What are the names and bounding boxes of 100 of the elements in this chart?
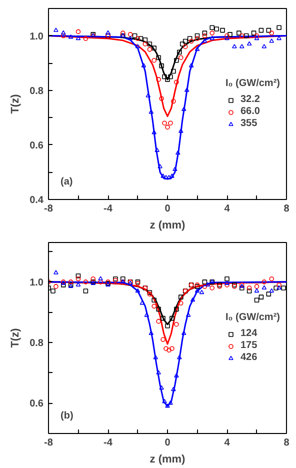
point [276,282,282,288]
point [174,306,179,312]
point [254,284,260,289]
x-tick-label: -8 [44,438,54,448]
point [98,280,103,284]
y-axis-title: T(z) [10,94,22,114]
point [152,304,157,309]
point [210,25,215,30]
point [60,282,66,288]
point [152,130,157,134]
legend-label: 426 [240,352,258,364]
point [202,33,208,38]
point [262,44,267,48]
point [174,373,179,378]
point [68,34,74,39]
point [156,318,161,324]
y-tick-label: 0.6 [30,140,44,152]
y-tick-label: 0.6 [30,398,44,410]
point [186,312,191,317]
point [177,354,182,360]
legend-label: 124 [240,328,258,340]
point [54,284,58,289]
point [170,316,174,321]
point [159,385,164,390]
point [165,124,170,130]
point [251,30,256,36]
point [246,286,252,290]
point [228,32,232,37]
point [159,63,164,68]
point [180,42,185,46]
point [152,58,157,63]
point [152,298,157,303]
point [178,300,184,306]
point [246,41,252,46]
point [168,120,173,126]
point [188,38,194,44]
point [68,280,74,284]
point [76,282,81,286]
point [128,32,133,37]
y-tick-label: 1.0 [30,277,44,288]
point [156,55,161,60]
point [269,288,274,293]
x-axis-title: z (mm) [150,454,186,466]
point [159,96,164,101]
x-tick-label: 8 [284,204,290,214]
point [236,30,242,36]
point [172,166,178,172]
y-axis-title: T(z) [10,328,22,348]
point [144,312,150,317]
point [106,30,110,35]
x-tick-label: 4 [224,204,230,214]
x-tick-label: -4 [104,438,113,448]
point [135,36,140,41]
y-tick-label: 0.4 [30,195,44,206]
point [54,270,58,274]
point [244,33,249,38]
point [166,348,172,353]
point [281,286,286,290]
point [178,55,184,60]
point [156,306,161,312]
point [224,33,230,38]
point [182,38,188,44]
point [132,33,138,38]
point [178,128,184,133]
point [220,28,225,33]
point [146,93,151,98]
point [274,286,278,290]
point [276,285,282,290]
point [205,282,210,286]
point [258,294,264,300]
point [202,30,208,36]
point [154,148,160,152]
x-axis-title: z (mm) [150,220,186,232]
point [176,150,180,155]
x-tick-label: 8 [284,438,290,448]
point [135,44,140,48]
annotation: (a) [60,176,73,188]
point [160,337,166,342]
point [194,288,200,293]
point [90,276,96,282]
point [276,25,282,30]
point [162,120,167,126]
x-tick-label: 4 [224,438,230,448]
x-tick-label: -4 [104,204,113,214]
point [194,33,200,38]
point [174,322,179,327]
point [60,30,66,35]
point [147,42,152,46]
point [262,285,267,290]
point [269,30,274,36]
point [120,276,126,282]
point [254,288,260,293]
point [194,46,200,51]
point [170,346,174,352]
point [246,288,252,294]
point [162,398,167,404]
point [262,280,267,284]
point [258,28,264,33]
point [50,288,56,294]
point [182,44,188,50]
